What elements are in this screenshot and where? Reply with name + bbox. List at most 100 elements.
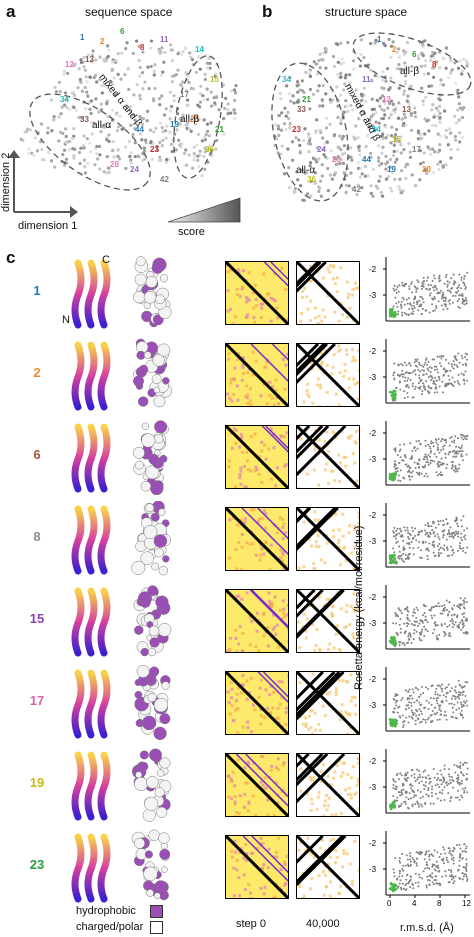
sequence-space-map: 1 2 6 8 11 12 13 14 15 17 19 20 21 23 24 28 33 34 36 42 44: [18, 22, 240, 212]
distance-map-final: [296, 835, 360, 899]
design-id: 19: [29, 775, 45, 790]
legend-hydrophobic-swatch: [150, 905, 163, 918]
region-label-all-alpha: all-α: [92, 120, 112, 131]
backbone-cartoon: [71, 341, 111, 411]
design-id: 17: [29, 693, 45, 708]
map-design-label: 12: [65, 60, 74, 69]
distance-map-final: [296, 753, 360, 817]
map-design-label: 34: [60, 95, 69, 104]
backbone-cartoon: [71, 669, 111, 739]
region-label-all-beta: all-β: [180, 114, 200, 125]
energy-rmsd-scatter: -2 -3: [369, 667, 470, 732]
rmsd-axis-label: r.m.s.d. (Å): [400, 922, 454, 934]
map-design-label: 28: [110, 160, 119, 169]
map-design-label: 20: [190, 115, 199, 124]
terminus-n: N: [62, 314, 70, 326]
design-id: 2: [33, 365, 41, 380]
map-design-label: 20: [422, 165, 431, 174]
region-label-b-all-alpha: all-α: [296, 165, 316, 176]
y-tick-label: -2: [369, 429, 377, 438]
energy-rmsd-scatter: -2 -3: [369, 339, 470, 404]
dimension-2-label: dimension 2: [0, 152, 12, 212]
backbone-cartoon: [71, 423, 111, 493]
map-design-label: 17: [412, 145, 421, 154]
energy-rmsd-scatter: -2 -3: [369, 421, 470, 486]
map-design-label: 19: [170, 120, 179, 129]
y-tick-label: -2: [369, 511, 377, 520]
map-design-label: 36: [205, 145, 214, 154]
map-design-label: 11: [362, 75, 371, 84]
energy-rmsd-scatter: -2 -3 0 4 8 12: [369, 831, 471, 907]
distance-map-step0: [225, 589, 289, 653]
map-design-label: 14: [195, 45, 204, 54]
backbone-cartoon: [71, 259, 111, 329]
distance-map-step0: [225, 671, 289, 735]
panel-a-letter: a: [6, 2, 16, 21]
map-design-label: 34: [282, 75, 291, 84]
distance-map-step0: [225, 835, 289, 899]
map-design-label: 8: [432, 60, 437, 69]
distance-map-final: [296, 671, 360, 735]
y-tick-label: -3: [369, 783, 377, 792]
map-design-label: 42: [352, 185, 361, 194]
y-tick-label: -3: [369, 291, 377, 300]
distance-map-final: [296, 261, 360, 325]
map-design-label: 42: [160, 175, 169, 184]
map-design-label: 6: [412, 50, 417, 59]
backbone-cartoon: [71, 833, 111, 903]
distance-map-step0: [225, 425, 289, 489]
sidechain-surface: [131, 829, 171, 901]
map-design-label: 23: [292, 125, 301, 134]
x-tick-label: 0: [387, 899, 392, 907]
terminus-c: C: [102, 254, 110, 266]
map-design-label: 1: [377, 35, 382, 44]
region-label-b-all-beta: all-β: [400, 66, 420, 77]
panel-b-letter: b: [262, 2, 273, 21]
map-design-label: 1: [80, 33, 85, 42]
distance-map-final: [296, 507, 360, 571]
energy-rmsd-scatter: -2 -3: [369, 749, 470, 814]
score-label: score: [178, 226, 205, 238]
y-tick-label: -2: [369, 757, 377, 766]
map-design-label: 17: [180, 90, 189, 99]
y-tick-label: -3: [369, 865, 377, 874]
design-id: 1: [33, 283, 41, 298]
legend-polar-label: charged/polar: [76, 921, 144, 933]
map-design-label: 21: [302, 95, 311, 104]
distance-map-step0: [225, 343, 289, 407]
energy-rmsd-scatter: -2 -3: [369, 503, 470, 568]
design-id: 15: [29, 611, 45, 626]
panel-b-title: structure space: [325, 5, 408, 19]
map-design-label: 33: [297, 105, 306, 114]
map-design-label: 24: [317, 145, 326, 154]
legend-polar-swatch: [150, 921, 163, 934]
backbone-cartoon: [71, 587, 111, 657]
design-id: 23: [29, 857, 45, 872]
sidechain-surface: [134, 665, 171, 741]
matrix-label-step0: step 0: [236, 918, 266, 930]
score-wedge: [168, 197, 241, 223]
map-design-label: 15: [210, 75, 219, 84]
sidechain-surface: [131, 748, 172, 822]
y-tick-label: -2: [369, 675, 377, 684]
y-tick-label: -3: [369, 537, 377, 546]
y-tick-label: -3: [369, 701, 377, 710]
map-design-label: 8: [140, 43, 145, 52]
map-design-label: 23: [150, 145, 159, 154]
x-tick-label: 12: [462, 899, 471, 907]
backbone-cartoon: [71, 751, 111, 821]
structure-space-map: 1 2 6 8 11 12 13 14 15 17 19 20 21 23 24 28 33 34 36 42 44: [262, 22, 472, 212]
y-tick-label: -2: [369, 265, 377, 274]
sidechain-surface: [132, 420, 169, 495]
dimension-axes: [8, 150, 78, 218]
panel-c-letter: c: [6, 248, 16, 267]
map-design-label: 28: [332, 155, 341, 164]
sidechain-surface: [133, 338, 173, 408]
distance-map-final: [296, 343, 360, 407]
map-design-label: 11: [160, 35, 169, 44]
distance-map-step0: [225, 261, 289, 325]
energy-rmsd-scatter: -2 -3: [369, 257, 470, 322]
map-design-label: 21: [215, 125, 224, 134]
map-design-label: 33: [80, 115, 89, 124]
map-design-label: 44: [135, 125, 144, 134]
